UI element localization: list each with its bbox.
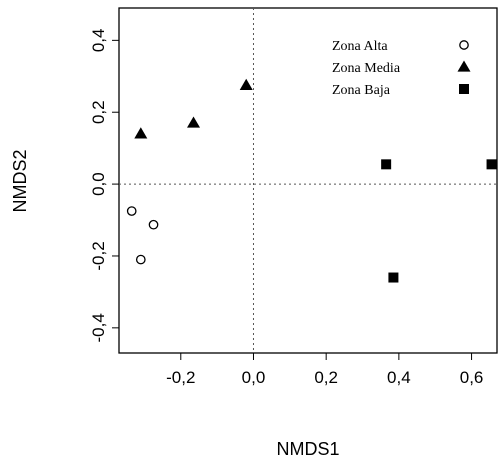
point-zona-media: [134, 127, 148, 139]
legend-label-zona-media: Zona Media: [332, 61, 401, 76]
point-zona-media: [239, 78, 253, 90]
point-zona-alta: [135, 254, 146, 265]
y-tick-label: -0,2: [89, 241, 108, 270]
legend-marker-zona-baja: [459, 84, 469, 94]
point-zona-media: [187, 116, 201, 128]
legend: Zona Alta Zona Media Zona Baja: [332, 39, 471, 98]
legend-marker-zona-media: [457, 60, 471, 72]
y-axis-title: NMDS2: [10, 149, 30, 212]
y-tick-label: 0,4: [89, 29, 108, 53]
y-tick-label: 0,2: [89, 100, 108, 124]
point-zona-alta: [126, 206, 137, 216]
y-tick-label: 0,0: [89, 172, 108, 196]
point-zona-baja: [486, 159, 497, 170]
point-zona-alta: [148, 219, 159, 230]
y-axis: -0,4 -0,2 0,0 0,2 0,4: [89, 29, 119, 342]
legend-marker-zona-alta: [459, 40, 469, 50]
x-tick-label: 0,4: [387, 368, 411, 387]
point-zona-baja: [388, 272, 399, 283]
point-zona-baja: [381, 159, 392, 170]
legend-label-zona-alta: Zona Alta: [332, 39, 388, 54]
data-points: [126, 78, 497, 283]
y-tick-label: -0,4: [89, 313, 108, 342]
x-tick-label: -0,2: [166, 368, 195, 387]
x-axis-title: NMDS1: [276, 439, 339, 459]
x-tick-label: 0,2: [314, 368, 338, 387]
reference-lines: [119, 8, 497, 353]
legend-label-zona-baja: Zona Baja: [332, 83, 391, 98]
x-axis: -0,2 0,0 0,2 0,4 0,6: [166, 353, 483, 387]
plot-frame: [118, 7, 498, 354]
x-tick-label: 0,6: [460, 368, 484, 387]
x-tick-label: 0,0: [242, 368, 266, 387]
